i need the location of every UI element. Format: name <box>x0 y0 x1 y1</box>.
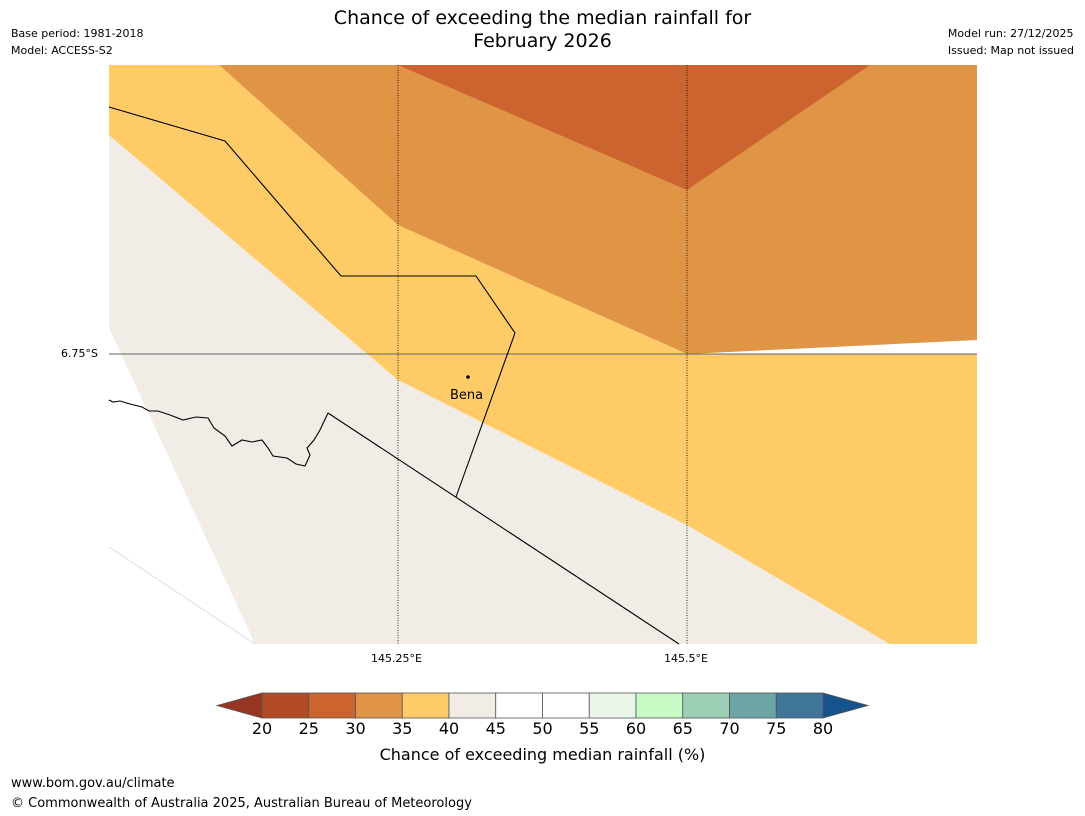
colorbar-tick-50: 50 <box>532 719 553 738</box>
colorbar-bin-60-65 <box>635 692 684 719</box>
colorbar-bin-55-60 <box>588 692 637 719</box>
colorbar-bin-20-25 <box>261 692 310 719</box>
footer-copyright: © Commonwealth of Australia 2025, Austra… <box>11 796 472 811</box>
map-title: Chance of exceeding the median rainfall … <box>0 7 1085 53</box>
model-name: Model: ACCESS-S2 <box>11 44 113 57</box>
map-title-line2: February 2026 <box>473 30 612 52</box>
colorbar-tick-55: 55 <box>579 719 600 738</box>
latitude-label: 6.75°S <box>61 347 98 360</box>
colorbar-bin-40-45 <box>448 692 497 719</box>
map-area <box>0 0 1085 680</box>
province-boundary-lower <box>327 412 680 645</box>
model-run: Model run: 27/12/2025 <box>947 27 1074 40</box>
town-label-bena: Bena <box>450 388 484 403</box>
faint-boundary-line <box>109 546 256 644</box>
region-30-35 <box>219 65 977 354</box>
colorbar-bin-75-80 <box>775 692 824 719</box>
colorbar-tick-30: 30 <box>345 719 366 738</box>
colorbar-bin-70-75 <box>729 692 777 719</box>
colorbar-bins <box>261 692 824 719</box>
colorbar-tick-25: 25 <box>298 719 319 738</box>
region-25-30 <box>398 65 870 190</box>
colorbar-tick-45: 45 <box>485 719 506 738</box>
map-title-line1: Chance of exceeding the median rainfall … <box>333 7 752 29</box>
colorbar-tick-70: 70 <box>719 719 740 738</box>
colorbar-tick-75: 75 <box>766 719 787 738</box>
colorbar-label: Chance of exceeding median rainfall (%) <box>379 745 706 764</box>
longitude-label-1: 145.25°E <box>371 652 422 665</box>
base-period: Base period: 1981-2018 <box>11 27 144 40</box>
colorbar-under-arrow <box>215 692 263 719</box>
province-boundary-upper <box>108 106 516 498</box>
colorbar-bin-50-55 <box>542 692 590 719</box>
colorbar-bin-65-70 <box>682 692 730 719</box>
colorbar-tick-60: 60 <box>625 719 647 738</box>
colorbar-tick-65: 65 <box>672 719 693 738</box>
coastline <box>108 399 329 467</box>
colorbar-tick-35: 35 <box>392 719 413 738</box>
footer-url[interactable]: www.bom.gov.au/climate <box>11 776 175 791</box>
colorbar-tick-80: 80 <box>812 719 834 738</box>
colorbar-tick-40: 40 <box>438 719 460 738</box>
colorbar-tick-20: 20 <box>251 719 273 738</box>
meta-right: Model run: 27/12/2025 Issued: Map not is… <box>948 25 1074 59</box>
colorbar-over-arrow <box>822 692 870 719</box>
region-40-45 <box>109 130 977 644</box>
colorbar-bin-25-30 <box>308 692 356 719</box>
town-marker-bena[interactable] <box>466 375 470 379</box>
issued-status: Issued: Map not issued <box>947 44 1074 57</box>
region-40-45-lower <box>109 130 890 644</box>
map-canvas[interactable] <box>0 0 1085 680</box>
colorbar-bin-35-40 <box>401 692 450 719</box>
longitude-label-2: 145.5°E <box>664 652 708 665</box>
colorbar-bin-30-35 <box>355 692 403 719</box>
meta-left: Base period: 1981-2018 Model: ACCESS-S2 <box>11 25 143 59</box>
colorbar-bin-45-50 <box>495 692 543 719</box>
